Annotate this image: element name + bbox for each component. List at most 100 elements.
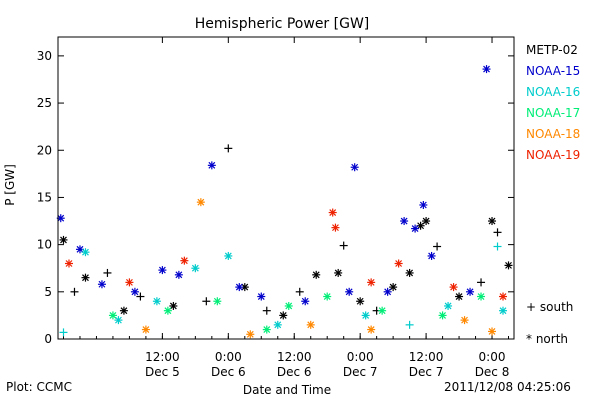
north-point bbox=[120, 307, 128, 315]
north-point bbox=[235, 283, 243, 291]
south-point bbox=[477, 278, 485, 286]
plot-frame bbox=[58, 37, 514, 339]
south-point bbox=[224, 144, 232, 152]
north-point bbox=[175, 271, 183, 279]
x-tick-date-label: Dec 6 bbox=[277, 365, 312, 379]
north-point bbox=[422, 217, 430, 225]
legend-metp-02: METP-02 bbox=[526, 43, 578, 57]
north-point bbox=[329, 209, 337, 217]
north-point bbox=[331, 224, 339, 232]
north-point bbox=[488, 327, 496, 335]
north-point bbox=[499, 293, 507, 301]
x-tick-date-label: Dec 5 bbox=[145, 365, 180, 379]
north-point bbox=[499, 307, 507, 315]
north-point bbox=[197, 198, 205, 206]
x-tick-date-label: Dec 7 bbox=[409, 365, 444, 379]
north-point bbox=[345, 288, 353, 296]
data-points bbox=[57, 65, 513, 338]
north-point bbox=[125, 278, 133, 286]
north-point bbox=[367, 326, 375, 334]
north-marker: * bbox=[526, 332, 532, 346]
north-point bbox=[274, 321, 282, 329]
north-point bbox=[384, 288, 392, 296]
north-point bbox=[483, 65, 491, 73]
north-point bbox=[378, 307, 386, 315]
north-point bbox=[257, 293, 265, 301]
x-tick-date-label: Dec 8 bbox=[475, 365, 510, 379]
south-point bbox=[340, 242, 348, 250]
north-point bbox=[356, 297, 364, 305]
legend-noaa-15: NOAA-15 bbox=[526, 64, 580, 78]
north-point bbox=[362, 311, 370, 319]
south-point bbox=[70, 288, 78, 296]
north-point bbox=[153, 297, 161, 305]
chart-title: Hemispheric Power [GW] bbox=[195, 16, 370, 32]
north-label: north bbox=[536, 332, 568, 346]
north-point bbox=[246, 330, 254, 338]
y-axis-label: P [GW] bbox=[3, 164, 17, 206]
north-point bbox=[164, 307, 172, 315]
marker-legend-south: + south bbox=[526, 300, 573, 314]
north-point bbox=[477, 293, 485, 301]
north-point bbox=[158, 266, 166, 274]
y-tick-label: 15 bbox=[37, 190, 52, 204]
south-point bbox=[103, 269, 111, 277]
north-point bbox=[213, 297, 221, 305]
x-tick-date-label: Dec 7 bbox=[343, 365, 378, 379]
legend-noaa-16: NOAA-16 bbox=[526, 85, 580, 99]
north-point bbox=[131, 288, 139, 296]
north-point bbox=[142, 326, 150, 334]
x-tick-time-label: 0:00 bbox=[215, 350, 242, 364]
north-point bbox=[428, 252, 436, 260]
south-point bbox=[406, 321, 414, 329]
north-point bbox=[461, 316, 469, 324]
north-point bbox=[444, 302, 452, 310]
y-tick-label: 0 bbox=[44, 332, 52, 346]
south-point bbox=[59, 328, 67, 336]
north-point bbox=[98, 280, 106, 288]
legend-noaa-18: NOAA-18 bbox=[526, 127, 580, 141]
north-point bbox=[59, 236, 67, 244]
north-point bbox=[224, 252, 232, 260]
north-point bbox=[180, 257, 188, 265]
south-label: south bbox=[540, 300, 574, 314]
y-tick-label: 10 bbox=[37, 238, 52, 252]
y-tick-label: 30 bbox=[37, 49, 52, 63]
north-point bbox=[400, 217, 408, 225]
north-point bbox=[351, 163, 359, 171]
north-point bbox=[439, 311, 447, 319]
north-point bbox=[279, 311, 287, 319]
north-point bbox=[488, 217, 496, 225]
south-point bbox=[494, 228, 502, 236]
north-point bbox=[395, 260, 403, 268]
south-point bbox=[433, 243, 441, 251]
north-point bbox=[81, 248, 89, 256]
north-point bbox=[323, 293, 331, 301]
north-point bbox=[466, 288, 474, 296]
north-point bbox=[65, 260, 73, 268]
y-tick-label: 25 bbox=[37, 96, 52, 110]
south-point bbox=[202, 297, 210, 305]
north-point bbox=[191, 264, 199, 272]
south-marker: + bbox=[526, 300, 536, 314]
north-point bbox=[455, 293, 463, 301]
x-tick-time-label: 0:00 bbox=[347, 350, 374, 364]
north-point bbox=[367, 278, 375, 286]
north-point bbox=[301, 297, 309, 305]
south-point bbox=[263, 307, 271, 315]
marker-legend-north: * north bbox=[526, 332, 568, 346]
legend-noaa-19: NOAA-19 bbox=[526, 148, 580, 162]
north-point bbox=[419, 201, 427, 209]
x-axis-label: Date and Time bbox=[243, 383, 331, 397]
north-point bbox=[450, 283, 458, 291]
north-point bbox=[109, 311, 117, 319]
north-point bbox=[81, 274, 89, 282]
y-tick-label: 5 bbox=[44, 285, 52, 299]
north-point bbox=[285, 302, 293, 310]
north-point bbox=[334, 269, 342, 277]
north-point bbox=[307, 321, 315, 329]
north-point bbox=[505, 261, 513, 269]
y-tick-label: 20 bbox=[37, 143, 52, 157]
south-point bbox=[494, 243, 502, 251]
